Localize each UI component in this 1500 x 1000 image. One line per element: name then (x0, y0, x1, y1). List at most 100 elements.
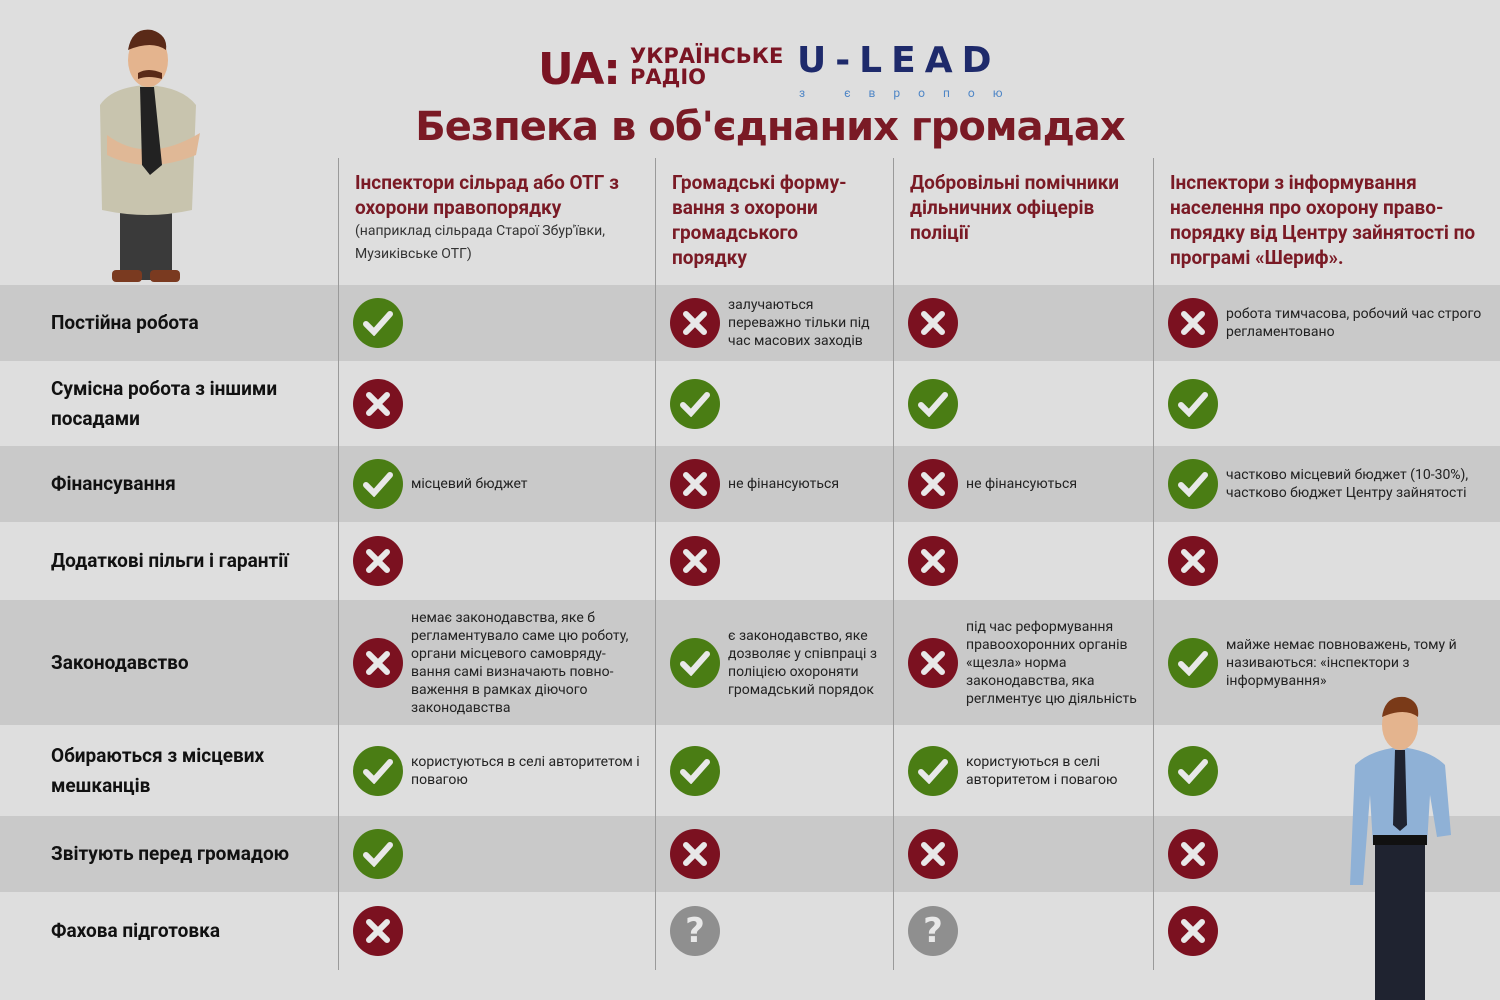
table-cell (353, 892, 645, 970)
cell-note: користуються в селі авторитетом і поваго… (966, 753, 1118, 788)
cross-icon (670, 829, 720, 879)
table-cell (670, 725, 883, 816)
cross-icon (1168, 829, 1218, 879)
table-cell: місцевий бюджет (353, 446, 645, 522)
cross-icon (670, 459, 720, 509)
cross-icon (670, 298, 720, 348)
table-cell (670, 816, 883, 892)
table-cell: ? (908, 892, 1143, 970)
cell-note: не фінансуються (966, 476, 1078, 492)
cell-note: не фінансуються (728, 476, 840, 492)
ua-logo-text: УКРАЇНСЬКЕ РАДІО (630, 44, 784, 89)
cell-note: залучаються переважно тільки під час мас… (728, 297, 870, 349)
cell-note: майже немає повноважень, тому й називают… (1226, 636, 1457, 689)
table-cell (908, 816, 1143, 892)
table-cell (908, 285, 1143, 361)
cross-icon (908, 637, 958, 688)
row-label: Обираються з місцевих мешканців (51, 743, 265, 797)
table-cell: є законодавство, яке дозволяє у співпрац… (670, 600, 883, 725)
cross-icon (908, 459, 958, 509)
cross-icon (353, 536, 403, 586)
column-divider (655, 158, 656, 970)
table-cell: не фінансуються (670, 446, 883, 522)
check-icon (1168, 459, 1218, 509)
table-cell (670, 361, 883, 446)
table-cell: не фінансуються (908, 446, 1143, 522)
table-cell (908, 522, 1143, 600)
column-divider (893, 158, 894, 970)
cross-icon (908, 829, 958, 879)
ulead-logo: U-LEAD (797, 40, 1001, 81)
check-icon (908, 745, 958, 796)
table-cell: під час реформування правоохоронних орга… (908, 600, 1143, 725)
cell-note: місцевий бюджет (411, 476, 528, 492)
question-icon: ? (908, 906, 958, 956)
cross-icon (1168, 298, 1218, 348)
cell-note: частково місцевий бюджет (10-30%), частк… (1226, 467, 1469, 501)
table-cell (670, 522, 883, 600)
check-icon (670, 745, 720, 796)
table-cell (1168, 816, 1490, 892)
check-icon (908, 378, 958, 429)
cross-icon (353, 906, 403, 956)
table-cell: користуються в селі авторитетом і поваго… (908, 725, 1143, 816)
question-icon: ? (670, 906, 720, 956)
row-label: Звітують перед громадою (51, 842, 290, 865)
table-cell: робота тимчасова, робочий час строго рег… (1168, 285, 1490, 361)
table-row (0, 816, 1500, 892)
cell-note: робота тимчасова, робочий час строго рег… (1226, 306, 1482, 340)
row-label: Законодавство (51, 650, 189, 674)
table-cell (353, 285, 645, 361)
page-title: Безпека в об'єднаних громадах (415, 104, 1125, 150)
police-officer-illustration (1350, 696, 1451, 1000)
check-icon (1168, 745, 1218, 796)
cross-icon (908, 536, 958, 586)
cell-note: під час реформування правоохоронних орга… (966, 618, 1137, 707)
table-row (0, 446, 1500, 522)
table-row (0, 600, 1500, 725)
table-cell: майже немає повноважень, тому й називают… (1168, 600, 1490, 725)
table-cell: ? (670, 892, 883, 970)
table-cell (353, 816, 645, 892)
check-icon (670, 378, 720, 429)
column-header: Добровільні помічники дільничних офіцері… (910, 171, 1120, 244)
column-divider (1153, 158, 1154, 970)
cross-icon (1168, 906, 1218, 956)
table-cell (1168, 892, 1490, 970)
table-cell: користуються в селі авторитетом і поваго… (353, 725, 645, 816)
cross-icon (908, 298, 958, 348)
column-header: Громадські форму-вання з охорони громадс… (672, 171, 847, 269)
column-header: Інспектори сільрад або ОТГ з охорони пра… (355, 171, 619, 262)
check-icon (353, 745, 403, 796)
table-cell: немає законодавства, яке б регламентувал… (353, 600, 645, 725)
ulead-logo-subtitle: з європою (799, 86, 1021, 100)
cell-note: користуються в селі авторитетом і поваго… (411, 753, 640, 788)
cross-icon (1168, 536, 1218, 586)
column-divider (338, 158, 339, 970)
row-label: Додаткові пільги і гарантії (51, 549, 289, 572)
check-icon (353, 459, 403, 509)
check-icon (353, 298, 403, 348)
table-cell (1168, 725, 1490, 816)
table-cell: залучаються переважно тільки під час мас… (670, 285, 883, 361)
row-label: Фінансування (51, 472, 176, 495)
row-label: Постійна робота (51, 311, 199, 334)
table-row (0, 285, 1500, 361)
table-cell (1168, 361, 1490, 446)
cell-note: є законодавство, яке дозволяє у співпрац… (728, 627, 877, 698)
table-cell (353, 522, 645, 600)
row-label: Фахова підготовка (51, 919, 220, 942)
cell-note: немає законодавства, яке б регламентувал… (411, 609, 629, 716)
check-icon (1168, 378, 1218, 429)
table-cell (353, 361, 645, 446)
cross-icon (353, 378, 403, 429)
check-icon (670, 637, 720, 688)
check-icon (353, 829, 403, 879)
column-header: Інспектори з інформування населення про … (1170, 171, 1476, 269)
cross-icon (670, 536, 720, 586)
row-label: Сумісна робота з іншими посадами (51, 376, 278, 430)
ua-logo: UA: (538, 44, 621, 95)
table-cell (1168, 522, 1490, 600)
check-icon (1168, 637, 1218, 688)
table-cell: частково місцевий бюджет (10-30%), частк… (1168, 446, 1490, 522)
